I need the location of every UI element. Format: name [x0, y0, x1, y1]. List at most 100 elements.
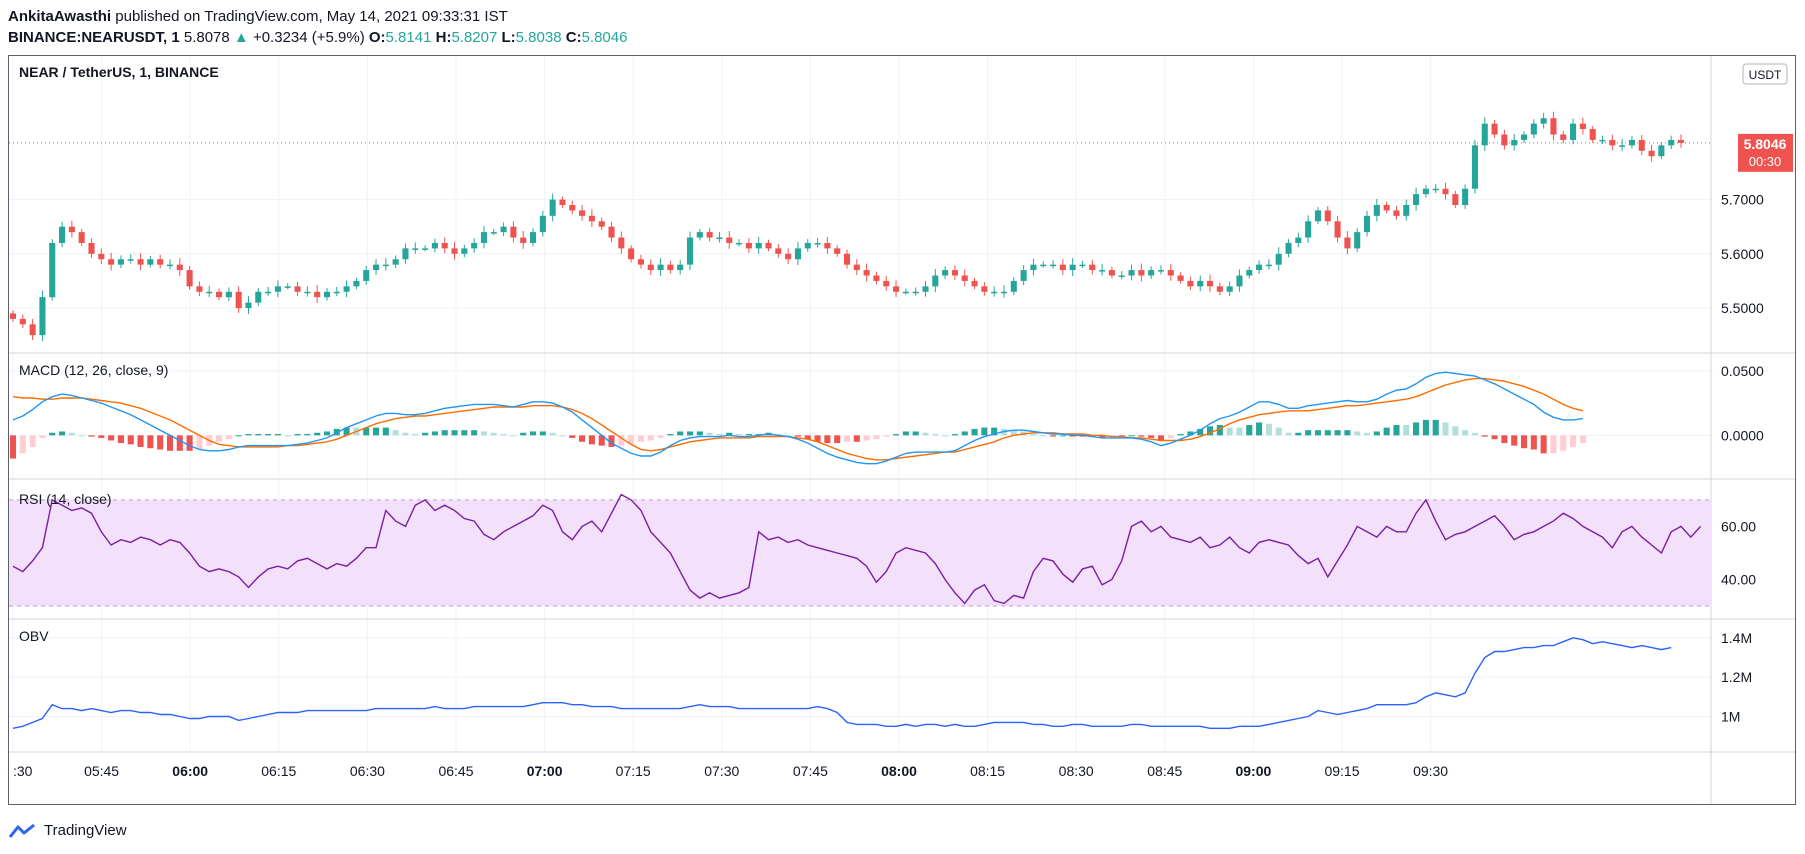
macd-histogram-bar	[1285, 432, 1292, 436]
candle-body	[471, 242, 478, 249]
candle-body	[206, 291, 213, 294]
macd-histogram-bar	[736, 434, 743, 436]
candle-body	[59, 226, 66, 243]
time-tick-label: 07:30	[704, 763, 739, 779]
candle-body	[9, 313, 17, 319]
candle-body	[588, 215, 595, 222]
candle-body	[1452, 194, 1459, 205]
macd-histogram-bar	[127, 435, 134, 445]
obv-pane[interactable]	[12, 637, 1672, 729]
macd-histogram-bar	[1383, 427, 1390, 436]
candle-body	[274, 286, 281, 292]
macd-histogram-bar	[608, 435, 615, 447]
time-axis[interactable]: :30 05:45 06:00 06:15 06:30 06:45 07:00 07:15 07…	[13, 763, 1448, 779]
macd-histogram-bar	[1157, 435, 1165, 441]
tradingview-logo[interactable]: TradingView	[8, 822, 127, 839]
candle-body	[863, 270, 870, 276]
macd-histogram-bar	[569, 435, 576, 438]
candle-body	[1050, 264, 1057, 267]
macd-histogram-bar	[1187, 431, 1194, 436]
macd-histogram-bar	[1246, 425, 1253, 436]
macd-histogram-bar	[49, 432, 56, 436]
tradingview-brand-text: TradingView	[44, 822, 127, 839]
macd-histogram-bar	[1206, 426, 1214, 436]
macd-histogram-bar	[68, 432, 75, 436]
candle-body	[745, 242, 752, 249]
candle-body	[1295, 237, 1302, 243]
macd-histogram-bar	[196, 435, 203, 450]
candle-body	[1442, 188, 1449, 195]
candle-body	[461, 248, 468, 254]
candle-body	[1530, 123, 1537, 135]
macd-histogram-bar	[1579, 435, 1586, 444]
candle-body	[323, 291, 331, 298]
macd-histogram-bar	[1167, 435, 1174, 438]
candle-body	[1236, 275, 1243, 287]
rsi-pane[interactable]	[9, 493, 1711, 607]
candle-body	[1619, 145, 1626, 147]
candle-body	[814, 242, 821, 245]
time-tick-label: 06:30	[350, 763, 385, 779]
candle-body	[500, 226, 507, 233]
candle-body	[1393, 210, 1400, 216]
candle-body	[765, 242, 772, 249]
macd-histogram-bar	[441, 430, 448, 436]
low-label: L:	[501, 29, 516, 46]
chart-canvas[interactable]: 5.5000 5.6000 5.7000 0.0500 0.0000 60.00 40.00…	[9, 56, 1795, 804]
obv-tick-label: 1.4M	[1721, 630, 1752, 646]
macd-histogram-bar	[726, 432, 733, 436]
macd-histogram-bar	[9, 435, 17, 459]
macd-histogram-bar	[834, 435, 841, 444]
candle-body	[961, 275, 968, 281]
candle-body	[1658, 145, 1665, 157]
candle-body	[824, 242, 831, 249]
price-pane[interactable]	[9, 111, 1711, 342]
macd-histogram-bar	[873, 435, 880, 440]
rsi-tick-label: 40.00	[1721, 572, 1756, 588]
candle-body	[942, 270, 949, 276]
macd-histogram-bar	[579, 435, 586, 442]
macd-histogram-bar	[294, 434, 301, 436]
macd-tick-label: 0.0500	[1721, 363, 1764, 379]
time-tick-label: 08:15	[970, 763, 1005, 779]
candle-body	[883, 280, 890, 287]
macd-histogram-bar	[637, 435, 644, 442]
candle-body	[1471, 145, 1478, 189]
macd-label: MACD (12, 26, close, 9)	[19, 362, 168, 378]
candle-body	[1599, 139, 1606, 142]
macd-histogram-bar	[19, 435, 26, 454]
time-tick-label: 07:45	[793, 763, 828, 779]
macd-histogram-bar	[804, 435, 811, 440]
macd-histogram-bar	[1530, 435, 1537, 450]
candle-body	[1069, 264, 1076, 271]
candle-body	[431, 242, 438, 249]
time-tick-label: :30	[13, 763, 33, 779]
macd-histogram-bar	[1050, 435, 1057, 437]
macd-histogram-bar	[716, 434, 723, 436]
low-value: 5.8038	[515, 29, 562, 46]
candle-body	[1020, 270, 1027, 281]
candle-body	[1609, 139, 1616, 146]
candle-body	[1432, 188, 1439, 191]
high-label: H:	[435, 29, 452, 46]
macd-histogram-bar	[1354, 431, 1361, 436]
candle-body	[1030, 264, 1037, 271]
time-tick-label: 09:15	[1324, 763, 1359, 779]
candle-body	[755, 242, 762, 249]
macd-histogram-bar	[893, 434, 900, 436]
candle-body	[1383, 205, 1390, 211]
macd-pane[interactable]	[9, 371, 1586, 465]
candle-body	[1314, 210, 1322, 222]
macd-histogram-bar	[991, 427, 998, 436]
macd-histogram-bar	[480, 431, 488, 436]
price-axis[interactable]: 5.5000 5.6000 5.7000 0.0500 0.0000 60.00 40.00…	[1721, 192, 1764, 725]
macd-histogram-bar	[265, 434, 272, 436]
price-tick-label: 5.6000	[1721, 246, 1764, 262]
candle-body	[225, 291, 232, 298]
candle-body	[19, 318, 26, 325]
candle-body	[1226, 286, 1233, 292]
candle-body	[1511, 139, 1518, 146]
author-name[interactable]: AnkitaAwasthi	[8, 8, 112, 25]
currency-badge[interactable]	[1742, 63, 1788, 85]
macd-histogram-bar	[559, 435, 566, 437]
